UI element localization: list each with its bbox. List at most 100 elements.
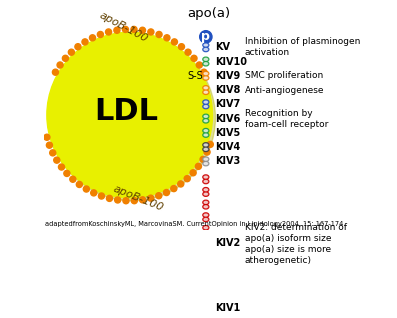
Ellipse shape — [203, 143, 209, 147]
Text: KIV5: KIV5 — [215, 128, 241, 138]
Ellipse shape — [204, 282, 208, 284]
Circle shape — [58, 164, 65, 170]
Circle shape — [76, 181, 83, 188]
Circle shape — [97, 31, 104, 38]
Ellipse shape — [204, 120, 208, 122]
Circle shape — [148, 29, 154, 35]
Circle shape — [68, 49, 74, 55]
Ellipse shape — [204, 252, 208, 254]
Circle shape — [83, 186, 89, 192]
Ellipse shape — [203, 47, 209, 52]
Circle shape — [191, 55, 197, 61]
Circle shape — [204, 149, 210, 155]
Text: KIV3: KIV3 — [215, 156, 241, 166]
Circle shape — [201, 69, 207, 75]
Circle shape — [171, 185, 177, 192]
Circle shape — [172, 39, 177, 45]
Circle shape — [190, 170, 196, 176]
Ellipse shape — [203, 61, 209, 66]
Ellipse shape — [204, 239, 208, 241]
Text: apo(a): apo(a) — [187, 7, 230, 20]
Text: adaptedfromKoschinskyML, MarcovinaSM. CurrentOpinion in Lipidology2004, 15: 167-: adaptedfromKoschinskyML, MarcovinaSM. Cu… — [45, 221, 343, 227]
Text: S-S: S-S — [188, 71, 204, 81]
Ellipse shape — [204, 162, 208, 165]
Ellipse shape — [203, 114, 209, 119]
Ellipse shape — [203, 76, 209, 80]
Text: p: p — [201, 30, 210, 43]
Ellipse shape — [203, 128, 209, 133]
Circle shape — [131, 26, 137, 32]
Ellipse shape — [204, 227, 208, 229]
Circle shape — [139, 27, 146, 33]
Circle shape — [148, 195, 154, 201]
Ellipse shape — [204, 277, 208, 279]
Ellipse shape — [204, 201, 208, 204]
Ellipse shape — [203, 293, 209, 298]
Ellipse shape — [204, 176, 208, 178]
Circle shape — [91, 190, 97, 196]
Circle shape — [131, 197, 137, 204]
Text: apoB-100: apoB-100 — [98, 10, 150, 44]
Ellipse shape — [204, 290, 208, 292]
Ellipse shape — [203, 243, 209, 247]
Circle shape — [44, 134, 50, 140]
Circle shape — [123, 198, 129, 204]
Ellipse shape — [204, 106, 208, 107]
Circle shape — [89, 35, 96, 41]
Circle shape — [106, 195, 112, 201]
Circle shape — [178, 44, 185, 50]
Circle shape — [50, 150, 56, 156]
Ellipse shape — [204, 87, 208, 89]
Circle shape — [207, 141, 213, 148]
Ellipse shape — [203, 268, 209, 272]
Circle shape — [185, 49, 191, 55]
Circle shape — [46, 142, 52, 148]
Text: KIV10: KIV10 — [215, 57, 247, 66]
Circle shape — [184, 176, 190, 182]
Ellipse shape — [203, 90, 209, 94]
Circle shape — [200, 156, 206, 162]
Ellipse shape — [204, 231, 208, 233]
Circle shape — [62, 55, 68, 61]
Ellipse shape — [203, 276, 209, 280]
Ellipse shape — [203, 86, 209, 90]
Ellipse shape — [204, 189, 208, 191]
Ellipse shape — [203, 289, 209, 293]
Ellipse shape — [204, 44, 208, 46]
Circle shape — [70, 176, 76, 182]
Circle shape — [164, 190, 170, 196]
Ellipse shape — [204, 144, 208, 146]
Text: KIV4: KIV4 — [215, 142, 241, 152]
Ellipse shape — [204, 58, 208, 60]
Text: Inhibition of plasminogen
activation: Inhibition of plasminogen activation — [245, 37, 360, 57]
Circle shape — [114, 27, 120, 33]
Ellipse shape — [203, 188, 209, 192]
Circle shape — [50, 35, 216, 201]
Ellipse shape — [204, 206, 208, 208]
Ellipse shape — [204, 294, 208, 296]
Circle shape — [82, 39, 88, 45]
Text: apoB-100: apoB-100 — [112, 183, 165, 212]
Text: KIV7: KIV7 — [215, 99, 241, 109]
Ellipse shape — [203, 280, 209, 285]
Ellipse shape — [203, 43, 209, 47]
Ellipse shape — [204, 256, 208, 259]
Circle shape — [164, 35, 170, 41]
Ellipse shape — [204, 269, 208, 271]
Ellipse shape — [203, 179, 209, 184]
Text: SMC proliferation: SMC proliferation — [245, 71, 323, 80]
Ellipse shape — [204, 309, 208, 311]
Ellipse shape — [203, 238, 209, 243]
Circle shape — [156, 31, 162, 38]
Ellipse shape — [204, 91, 208, 93]
Ellipse shape — [203, 175, 209, 179]
Ellipse shape — [204, 115, 208, 117]
Ellipse shape — [203, 157, 209, 162]
Ellipse shape — [204, 130, 208, 132]
Circle shape — [156, 193, 162, 199]
Text: Anti-angiogenese: Anti-angiogenese — [245, 86, 324, 94]
Ellipse shape — [203, 230, 209, 234]
Ellipse shape — [204, 101, 208, 103]
Ellipse shape — [204, 148, 208, 150]
Ellipse shape — [203, 200, 209, 204]
